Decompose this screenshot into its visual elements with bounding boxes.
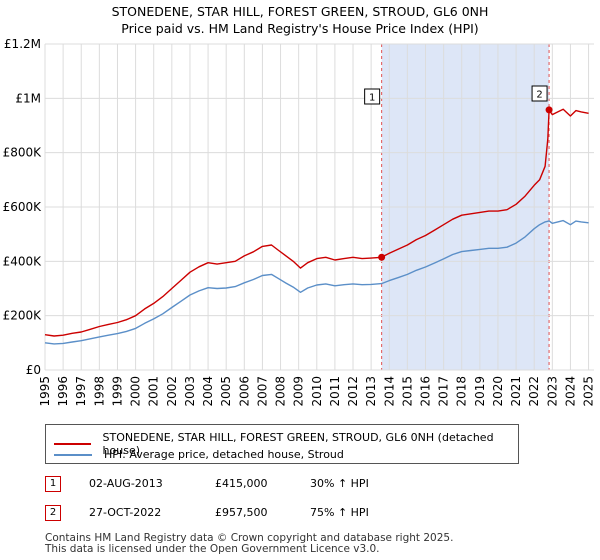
annotation-label: 2 — [536, 90, 542, 101]
transaction-hpi: 75% ↑ HPI — [310, 506, 369, 519]
sale-point — [545, 106, 553, 114]
transaction-price: £957,500 — [215, 506, 268, 519]
x-tick-label: 2025 — [582, 376, 596, 407]
legend-label-hpi: HPI: Average price, detached house, Stro… — [104, 448, 344, 461]
x-tick-label: 2013 — [364, 376, 378, 407]
x-tick-label: 1999 — [110, 376, 124, 407]
legend-item-hpi: HPI: Average price, detached house, Stro… — [54, 448, 344, 461]
chart-legend: STONEDENE, STAR HILL, FOREST GREEN, STRO… — [45, 424, 519, 464]
annotation-box — [531, 85, 548, 102]
x-tick-label: 2006 — [237, 376, 251, 407]
x-tick-label: 2024 — [563, 376, 577, 407]
x-tick-label: 2016 — [418, 376, 432, 407]
x-tick-label: 2023 — [545, 376, 559, 407]
transaction-row: 2 27-OCT-2022 £957,500 75% ↑ HPI — [45, 505, 525, 523]
x-tick-label: 2018 — [455, 376, 469, 407]
x-tick-label: 2020 — [491, 376, 505, 407]
x-tick-label: 1998 — [92, 376, 106, 407]
sale-point — [378, 253, 386, 261]
x-tick-label: 2014 — [382, 376, 396, 407]
y-tick-label: £1.2M — [4, 37, 41, 51]
x-tick-label: 2015 — [400, 376, 414, 407]
annotation-box — [364, 88, 381, 105]
transaction-date: 02-AUG-2013 — [89, 477, 163, 490]
x-tick-label: 1996 — [56, 376, 70, 407]
y-tick-label: £0 — [26, 363, 41, 377]
x-tick-label: 2000 — [129, 376, 143, 407]
x-tick-label: 2009 — [292, 376, 306, 407]
legend-line-hpi — [54, 453, 92, 456]
transaction-hpi: 30% ↑ HPI — [310, 477, 369, 490]
series-line-property — [44, 108, 589, 337]
x-tick-label: 2010 — [310, 376, 324, 407]
x-tick-label: 2003 — [183, 376, 197, 407]
x-tick-label: 1995 — [38, 376, 52, 407]
price-chart: £0 £200K £400K £600K £800K £1M £1.2M 1995 1996 19… — [3, 37, 596, 407]
x-tick-label: 2005 — [219, 376, 233, 407]
x-tick-label: 1997 — [74, 376, 88, 407]
legend-line-property — [54, 443, 91, 445]
x-tick-label: 2001 — [147, 376, 161, 407]
series-line-hpi — [44, 219, 589, 345]
legend-item-property: STONEDENE, STAR HILL, FOREST GREEN, STRO… — [54, 431, 518, 457]
transaction-badge: 1 — [45, 476, 61, 492]
x-tick-label: 2017 — [437, 376, 451, 407]
transaction-date: 27-OCT-2022 — [89, 506, 162, 519]
x-tick-label: 2002 — [165, 376, 179, 407]
x-tick-label: 2012 — [346, 376, 360, 407]
y-tick-label: £800K — [3, 146, 43, 160]
y-tick-label: £400K — [3, 254, 43, 268]
chart-title: STONEDENE, STAR HILL, FOREST GREEN, STRO… — [111, 4, 489, 19]
y-tick-label: £200K — [3, 309, 43, 323]
transaction-row: 1 02-AUG-2013 £415,000 30% ↑ HPI — [45, 476, 525, 494]
x-tick-label: 2011 — [328, 376, 342, 407]
chart-subtitle: Price paid vs. HM Land Registry's House … — [121, 21, 479, 36]
x-tick-label: 2021 — [509, 376, 523, 407]
footer-copyright: Contains HM Land Registry data © Crown c… — [45, 532, 454, 544]
x-tick-label: 2008 — [274, 376, 288, 407]
annotation-label: 1 — [369, 93, 375, 104]
x-tick-label: 2007 — [255, 376, 269, 407]
y-tick-label: £600K — [3, 200, 43, 214]
footer-licence: This data is licensed under the Open Gov… — [45, 543, 380, 555]
legend-label-property: STONEDENE, STAR HILL, FOREST GREEN, STRO… — [102, 431, 494, 457]
transaction-badge: 2 — [45, 505, 61, 521]
y-tick-label: £1M — [15, 91, 41, 105]
x-tick-label: 2022 — [527, 376, 541, 407]
x-tick-label: 2004 — [201, 376, 215, 407]
x-tick-label: 2019 — [473, 376, 487, 407]
transaction-price: £415,000 — [215, 477, 268, 490]
